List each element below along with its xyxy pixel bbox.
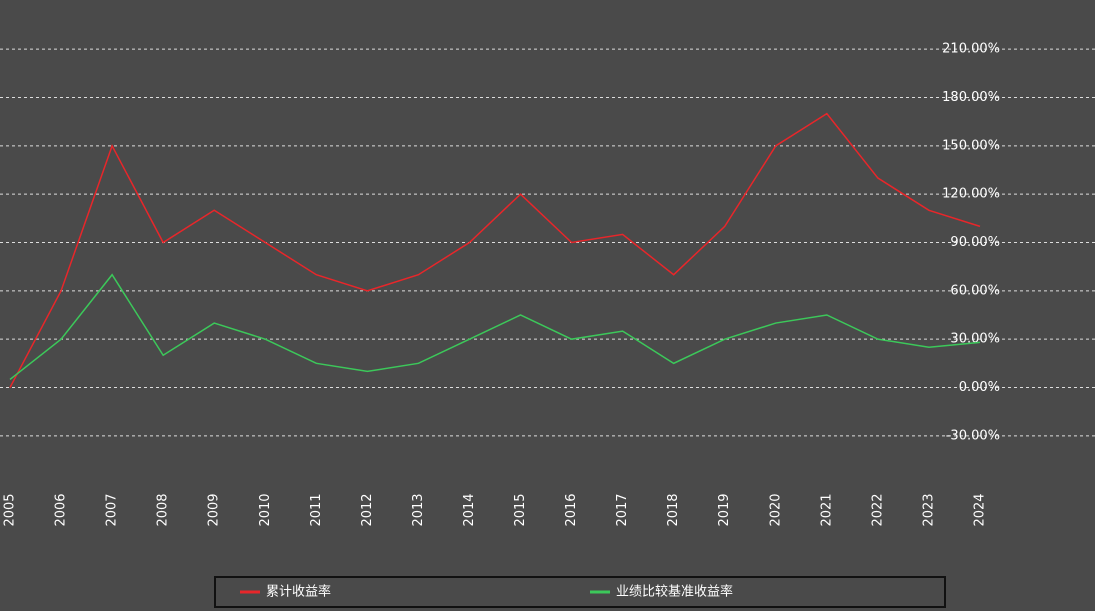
x-tick-label: 2006 bbox=[54, 493, 69, 526]
y-tick-label: 180.00% bbox=[942, 90, 1000, 105]
y-tick-label: 90.00% bbox=[950, 235, 1000, 250]
y-tick-label: 120.00% bbox=[942, 187, 1000, 202]
x-tick-label: 2018 bbox=[666, 493, 681, 526]
x-tick-label: 2013 bbox=[411, 493, 426, 526]
x-tick-label: 2005 bbox=[3, 493, 18, 526]
x-tick-label: 2008 bbox=[156, 493, 171, 526]
y-tick-label: 60.00% bbox=[950, 283, 1000, 298]
x-tick-label: 2017 bbox=[615, 493, 630, 526]
x-tick-label: 2024 bbox=[973, 493, 988, 526]
x-tick-label: 2011 bbox=[309, 493, 324, 526]
x-tick-label: 2015 bbox=[513, 493, 528, 526]
y-tick-label: 210.00% bbox=[942, 42, 1000, 57]
y-tick-label: 150.00% bbox=[942, 138, 1000, 153]
x-tick-label: 2010 bbox=[258, 493, 273, 526]
x-tick-label: 2012 bbox=[360, 493, 375, 526]
x-tick-label: 2020 bbox=[768, 493, 783, 526]
x-tick-label: 2007 bbox=[105, 493, 120, 526]
x-tick-label: 2023 bbox=[921, 493, 936, 526]
legend-label: 累计收益率 bbox=[266, 584, 331, 600]
chart: -30.00%0.00%30.00%60.00%90.00%120.00%150… bbox=[0, 0, 1095, 611]
x-tick-label: 2009 bbox=[207, 493, 222, 526]
x-tick-label: 2021 bbox=[819, 493, 834, 526]
y-tick-label: 0.00% bbox=[959, 380, 1000, 395]
x-tick-label: 2014 bbox=[462, 493, 477, 526]
legend-label: 业绩比较基准收益率 bbox=[616, 584, 733, 600]
x-tick-label: 2016 bbox=[564, 493, 579, 526]
x-tick-label: 2019 bbox=[717, 493, 732, 526]
x-tick-label: 2022 bbox=[870, 493, 885, 526]
y-tick-label: -30.00% bbox=[946, 428, 1000, 443]
